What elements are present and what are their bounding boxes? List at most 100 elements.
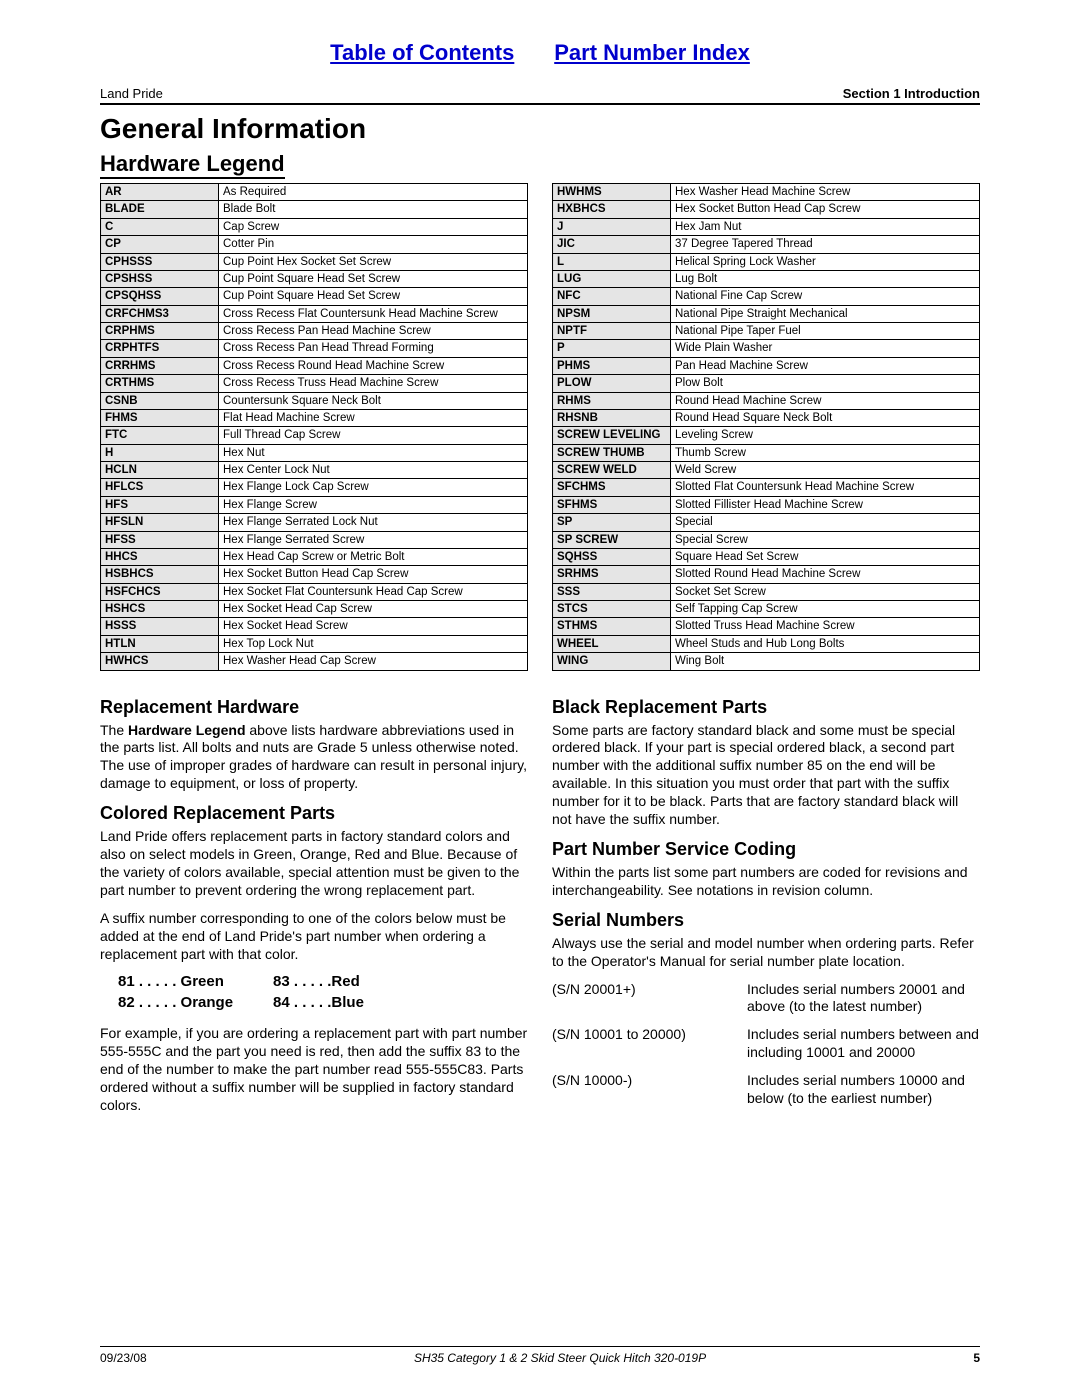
legend-desc: Round Head Machine Screw bbox=[671, 392, 980, 409]
colored-parts-title: Colored Replacement Parts bbox=[100, 803, 528, 824]
legend-desc: Wheel Studs and Hub Long Bolts bbox=[671, 635, 980, 652]
legend-row: CPSQHSSCup Point Square Head Set Screw bbox=[101, 288, 528, 305]
legend-row: NPSMNational Pipe Straight Mechanical bbox=[553, 305, 980, 322]
code-81: 81 . . . . . Green bbox=[118, 973, 233, 990]
legend-desc: Hex Socket Head Screw bbox=[219, 618, 528, 635]
legend-abbr: SP bbox=[553, 514, 671, 531]
toc-link[interactable]: Table of Contents bbox=[330, 40, 514, 65]
legend-abbr: HTLN bbox=[101, 635, 219, 652]
serial-body: Always use the serial and model number w… bbox=[552, 935, 980, 971]
legend-abbr: SSS bbox=[553, 583, 671, 600]
serial-row: (S/N 10001 to 20000)Includes serial numb… bbox=[552, 1026, 980, 1062]
legend-abbr: BLADE bbox=[101, 201, 219, 218]
legend-desc: Leveling Screw bbox=[671, 427, 980, 444]
coding-body: Within the parts list some part numbers … bbox=[552, 864, 980, 900]
legend-row: HFLCSHex Flange Lock Cap Screw bbox=[101, 479, 528, 496]
legend-abbr: CPHSSS bbox=[101, 253, 219, 270]
legend-desc: Cotter Pin bbox=[219, 236, 528, 253]
legend-row: HHex Nut bbox=[101, 444, 528, 461]
legend-row: NPTFNational Pipe Taper Fuel bbox=[553, 323, 980, 340]
legend-abbr: WING bbox=[553, 653, 671, 670]
legend-row: CRPHTFSCross Recess Pan Head Thread Form… bbox=[101, 340, 528, 357]
legend-desc: National Pipe Straight Mechanical bbox=[671, 305, 980, 322]
legend-desc: Hex Flange Screw bbox=[219, 496, 528, 513]
legend-row: WHEELWheel Studs and Hub Long Bolts bbox=[553, 635, 980, 652]
legend-row: CRPHMSCross Recess Pan Head Machine Scre… bbox=[101, 323, 528, 340]
serial-label: (S/N 10000-) bbox=[552, 1072, 747, 1108]
legend-abbr: HFSS bbox=[101, 531, 219, 548]
legend-row: HSHCSHex Socket Head Cap Screw bbox=[101, 601, 528, 618]
legend-abbr: SCREW LEVELING bbox=[553, 427, 671, 444]
legend-abbr: CRPHTFS bbox=[101, 340, 219, 357]
left-column: Replacement Hardware The Hardware Legend… bbox=[100, 689, 528, 1126]
pni-link[interactable]: Part Number Index bbox=[554, 40, 750, 65]
legend-desc: Lug Bolt bbox=[671, 270, 980, 287]
legend-row: SRHMSSlotted Round Head Machine Screw bbox=[553, 566, 980, 583]
legend-row: HWHMSHex Washer Head Machine Screw bbox=[553, 184, 980, 201]
legend-abbr: CRFCHMS3 bbox=[101, 305, 219, 322]
legend-desc: Helical Spring Lock Washer bbox=[671, 253, 980, 270]
legend-abbr: H bbox=[101, 444, 219, 461]
legend-desc: Weld Screw bbox=[671, 462, 980, 479]
legend-desc: As Required bbox=[219, 184, 528, 201]
legend-row: HFSLNHex Flange Serrated Lock Nut bbox=[101, 514, 528, 531]
legend-desc: Plow Bolt bbox=[671, 375, 980, 392]
legend-abbr: SP SCREW bbox=[553, 531, 671, 548]
legend-tables: ARAs RequiredBLADEBlade BoltCCap ScrewCP… bbox=[100, 183, 980, 671]
legend-abbr: SFHMS bbox=[553, 496, 671, 513]
legend-desc: Hex Flange Lock Cap Screw bbox=[219, 479, 528, 496]
legend-row: SQHSSSquare Head Set Screw bbox=[553, 548, 980, 565]
legend-row: HSFCHCSHex Socket Flat Countersunk Head … bbox=[101, 583, 528, 600]
legend-row: HHCSHex Head Cap Screw or Metric Bolt bbox=[101, 548, 528, 565]
legend-abbr: L bbox=[553, 253, 671, 270]
legend-abbr: SCREW THUMB bbox=[553, 444, 671, 461]
legend-desc: Hex Center Lock Nut bbox=[219, 462, 528, 479]
legend-desc: National Pipe Taper Fuel bbox=[671, 323, 980, 340]
legend-desc: Slotted Round Head Machine Screw bbox=[671, 566, 980, 583]
legend-row: STCSSelf Tapping Cap Screw bbox=[553, 601, 980, 618]
serial-desc: Includes serial numbers 10000 and below … bbox=[747, 1072, 980, 1108]
legend-desc: Cross Recess Round Head Machine Screw bbox=[219, 357, 528, 374]
legend-desc: Socket Set Screw bbox=[671, 583, 980, 600]
legend-desc: Hex Socket Button Head Cap Screw bbox=[671, 201, 980, 218]
legend-row: JIC37 Degree Tapered Thread bbox=[553, 236, 980, 253]
legend-abbr: HWHCS bbox=[101, 653, 219, 670]
black-parts-body: Some parts are factory standard black an… bbox=[552, 722, 980, 829]
serial-desc: Includes serial numbers 20001 and above … bbox=[747, 981, 980, 1017]
legend-row: CRTHMSCross Recess Truss Head Machine Sc… bbox=[101, 375, 528, 392]
legend-abbr: HHCS bbox=[101, 548, 219, 565]
serial-label: (S/N 10001 to 20000) bbox=[552, 1026, 747, 1062]
legend-row: NFCNational Fine Cap Screw bbox=[553, 288, 980, 305]
legend-row: HFSHex Flange Screw bbox=[101, 496, 528, 513]
legend-desc: Hex Socket Button Head Cap Screw bbox=[219, 566, 528, 583]
replacement-hardware-body: The Hardware Legend above lists hardware… bbox=[100, 722, 528, 794]
legend-row: CRFCHMS3Cross Recess Flat Countersunk He… bbox=[101, 305, 528, 322]
legend-desc: Hex Flange Serrated Lock Nut bbox=[219, 514, 528, 531]
legend-desc: Round Head Square Neck Bolt bbox=[671, 409, 980, 426]
legend-abbr: HXBHCS bbox=[553, 201, 671, 218]
legend-desc: Special bbox=[671, 514, 980, 531]
legend-row: CPCotter Pin bbox=[101, 236, 528, 253]
legend-row: HWHCSHex Washer Head Cap Screw bbox=[101, 653, 528, 670]
legend-desc: National Fine Cap Screw bbox=[671, 288, 980, 305]
legend-desc: Hex Washer Head Machine Screw bbox=[671, 184, 980, 201]
legend-abbr: CRPHMS bbox=[101, 323, 219, 340]
footer-date: 09/23/08 bbox=[100, 1351, 147, 1365]
legend-abbr: NPSM bbox=[553, 305, 671, 322]
legend-desc: 37 Degree Tapered Thread bbox=[671, 236, 980, 253]
legend-abbr: CRRHMS bbox=[101, 357, 219, 374]
right-column: Black Replacement Parts Some parts are f… bbox=[552, 689, 980, 1126]
legend-row: PWide Plain Washer bbox=[553, 340, 980, 357]
legend-abbr: NFC bbox=[553, 288, 671, 305]
footer-title: SH35 Category 1 & 2 Skid Steer Quick Hit… bbox=[414, 1351, 706, 1365]
legend-row: HSSSHex Socket Head Screw bbox=[101, 618, 528, 635]
header-left: Land Pride bbox=[100, 86, 163, 101]
legend-row: SPSpecial bbox=[553, 514, 980, 531]
legend-desc: Cup Point Square Head Set Screw bbox=[219, 270, 528, 287]
legend-desc: Cross Recess Pan Head Thread Forming bbox=[219, 340, 528, 357]
page-header: Land Pride Section 1 Introduction bbox=[100, 86, 980, 105]
legend-desc: Full Thread Cap Screw bbox=[219, 427, 528, 444]
legend-row: CPHSSSCup Point Hex Socket Set Screw bbox=[101, 253, 528, 270]
legend-desc: Special Screw bbox=[671, 531, 980, 548]
legend-desc: Hex Head Cap Screw or Metric Bolt bbox=[219, 548, 528, 565]
